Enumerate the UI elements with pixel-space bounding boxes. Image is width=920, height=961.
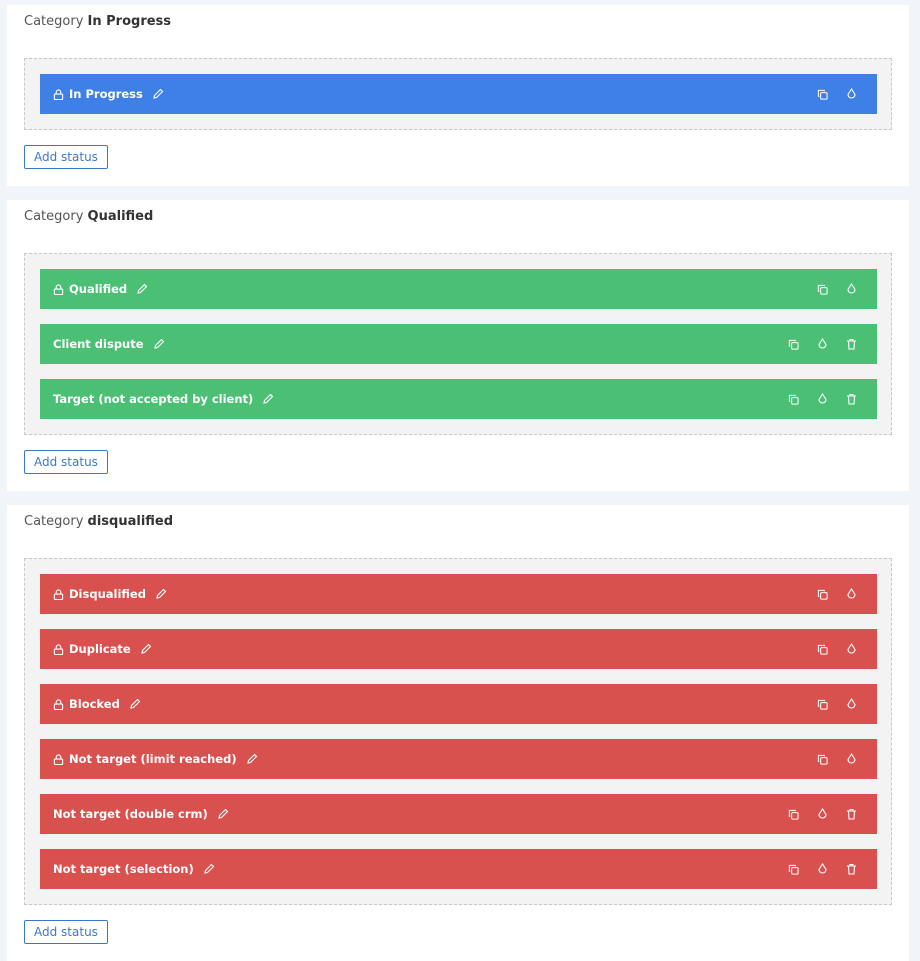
- color-drop-icon[interactable]: [846, 88, 857, 100]
- status-row[interactable]: Target (not accepted by client): [40, 379, 877, 419]
- edit-icon[interactable]: [217, 808, 229, 820]
- edit-icon[interactable]: [155, 588, 167, 600]
- status-row[interactable]: Not target (selection): [40, 849, 877, 889]
- status-row[interactable]: Duplicate: [40, 629, 877, 669]
- color-drop-icon[interactable]: [846, 588, 857, 600]
- trash-icon[interactable]: [846, 393, 857, 405]
- status-label: Not target (double crm): [53, 807, 208, 821]
- trash-icon[interactable]: [846, 808, 857, 820]
- status-row[interactable]: In Progress: [40, 74, 877, 114]
- copy-icon[interactable]: [788, 339, 799, 350]
- edit-icon[interactable]: [203, 863, 215, 875]
- category-card: Category Qualified Qualified Client disp…: [7, 200, 909, 491]
- status-actions: [817, 684, 857, 724]
- trash-icon[interactable]: [846, 338, 857, 350]
- color-drop-icon[interactable]: [817, 863, 828, 875]
- status-actions: [788, 379, 857, 419]
- edit-icon[interactable]: [129, 698, 141, 710]
- status-actions: [817, 574, 857, 614]
- add-status-button[interactable]: Add status: [24, 920, 108, 944]
- edit-icon[interactable]: [136, 283, 148, 295]
- add-status-button[interactable]: Add status: [24, 145, 108, 169]
- color-drop-icon[interactable]: [846, 643, 857, 655]
- color-drop-icon[interactable]: [846, 753, 857, 765]
- status-actions: [788, 849, 857, 889]
- color-drop-icon[interactable]: [817, 808, 828, 820]
- lock-icon: [53, 643, 65, 655]
- lock-icon: [53, 283, 65, 295]
- category-title: Category In Progress: [24, 14, 172, 29]
- category-card: Category In Progress In Progress Add sta…: [7, 5, 909, 186]
- category-title: Category Qualified: [24, 209, 154, 224]
- copy-icon[interactable]: [788, 394, 799, 405]
- status-actions: [788, 324, 857, 364]
- color-drop-icon[interactable]: [817, 393, 828, 405]
- color-drop-icon[interactable]: [846, 698, 857, 710]
- trash-icon[interactable]: [846, 863, 857, 875]
- copy-icon[interactable]: [817, 589, 828, 600]
- lock-icon: [53, 698, 65, 710]
- copy-icon[interactable]: [817, 89, 828, 100]
- status-list: Qualified Client dispute Target (not acc…: [24, 253, 892, 435]
- copy-icon[interactable]: [788, 809, 799, 820]
- status-row[interactable]: Qualified: [40, 269, 877, 309]
- lock-icon: [53, 88, 65, 100]
- status-label: Not target (selection): [53, 862, 194, 876]
- status-row[interactable]: Disqualified: [40, 574, 877, 614]
- lock-icon: [53, 588, 65, 600]
- status-row[interactable]: Not target (double crm): [40, 794, 877, 834]
- add-status-button[interactable]: Add status: [24, 450, 108, 474]
- status-actions: [788, 794, 857, 834]
- category-title: Category disqualified: [24, 514, 174, 529]
- color-drop-icon[interactable]: [846, 283, 857, 295]
- copy-icon[interactable]: [817, 284, 828, 295]
- status-row[interactable]: Client dispute: [40, 324, 877, 364]
- status-label: Target (not accepted by client): [53, 392, 254, 406]
- status-label: In Progress: [69, 87, 143, 101]
- copy-icon[interactable]: [817, 644, 828, 655]
- status-actions: [817, 629, 857, 669]
- status-actions: [817, 739, 857, 779]
- status-row[interactable]: Not target (limit reached): [40, 739, 877, 779]
- category-card: Category disqualified Disqualified Dupli…: [7, 505, 909, 961]
- copy-icon[interactable]: [788, 864, 799, 875]
- status-label: Qualified: [69, 282, 128, 296]
- edit-icon[interactable]: [246, 753, 258, 765]
- color-drop-icon[interactable]: [817, 338, 828, 350]
- status-label: Blocked: [69, 697, 120, 711]
- lock-icon: [53, 753, 65, 765]
- status-list: Disqualified Duplicate Blocked: [24, 558, 892, 905]
- status-actions: [817, 269, 857, 309]
- status-label: Not target (limit reached): [69, 752, 237, 766]
- status-row[interactable]: Blocked: [40, 684, 877, 724]
- status-actions: [817, 74, 857, 114]
- copy-icon[interactable]: [817, 699, 828, 710]
- edit-icon[interactable]: [152, 88, 164, 100]
- status-list: In Progress: [24, 58, 892, 130]
- edit-icon[interactable]: [140, 643, 152, 655]
- edit-icon[interactable]: [153, 338, 165, 350]
- status-label: Client dispute: [53, 337, 144, 351]
- edit-icon[interactable]: [262, 393, 274, 405]
- copy-icon[interactable]: [817, 754, 828, 765]
- status-label: Disqualified: [69, 587, 146, 601]
- status-label: Duplicate: [69, 642, 131, 656]
